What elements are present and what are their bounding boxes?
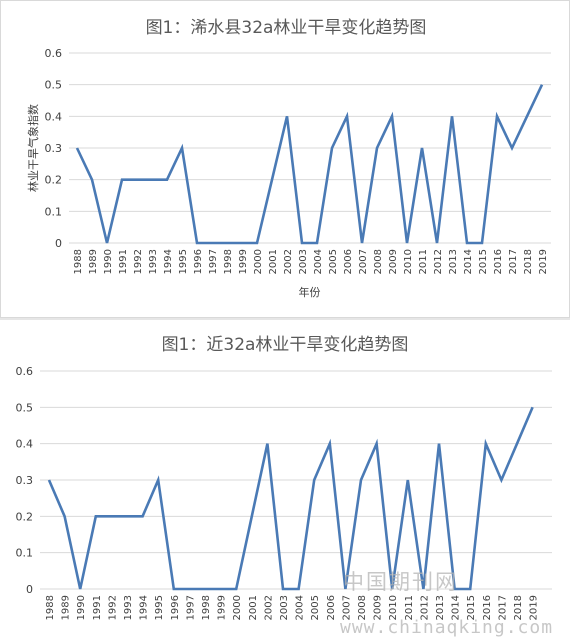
x-tick-label: 2011 (418, 249, 429, 274)
y-tick-label: 0.3 (45, 142, 63, 155)
x-tick-label: 1997 (208, 249, 219, 274)
x-tick-label: 2016 (493, 249, 504, 274)
x-tick-label: 1992 (133, 249, 144, 274)
x-axis-title: 年份 (299, 285, 321, 299)
x-tick-label: 2013 (448, 249, 459, 274)
y-tick-label: 0.6 (45, 47, 63, 60)
x-tick-label: 1990 (103, 249, 114, 274)
x-tick-label: 1995 (178, 249, 189, 274)
x-tick-label: 2015 (466, 595, 477, 620)
x-tick-label: 1988 (73, 249, 84, 274)
x-tick-label: 2008 (357, 595, 368, 620)
y-tick-label: 0.6 (16, 365, 34, 378)
x-tick-label: 2015 (478, 249, 489, 274)
y-tick-label: 0 (26, 583, 33, 596)
x-tick-label: 2010 (388, 595, 399, 620)
x-tick-label: 1999 (238, 249, 249, 274)
x-tick-label: 2017 (497, 595, 508, 620)
x-tick-label: 2019 (529, 595, 540, 620)
x-tick-label: 2003 (279, 595, 290, 620)
x-tick-label: 2019 (538, 249, 549, 274)
x-tick-label: 2005 (328, 249, 339, 274)
y-tick-label: 0.5 (45, 79, 63, 92)
x-tick-label: 2014 (463, 249, 474, 274)
x-tick-label: 2003 (298, 249, 309, 274)
x-tick-label: 2006 (326, 595, 337, 620)
x-tick-label: 1989 (61, 595, 72, 620)
x-tick-label: 2007 (358, 249, 369, 274)
x-tick-label: 1994 (139, 595, 150, 620)
x-tick-label: 1993 (148, 249, 159, 274)
x-tick-label: 2000 (232, 595, 243, 620)
x-tick-label: 2000 (253, 249, 264, 274)
x-tick-label: 2011 (404, 595, 415, 620)
x-tick-label: 2013 (435, 595, 446, 620)
chart-title: 图1：浠水县32a林业干旱变化趋势图 (145, 18, 427, 38)
x-tick-label: 1998 (201, 595, 212, 620)
x-tick-label: 1990 (76, 595, 87, 620)
y-tick-label: 0.4 (45, 110, 63, 123)
chart-panel-top: 图1：浠水县32a林业干旱变化趋势图 0 0.1 0.2 0.3 0.4 0.5 0.6 19… (0, 0, 570, 318)
x-tick-label: 2002 (263, 595, 274, 620)
x-tick-label: 2009 (373, 595, 384, 620)
x-tick-label: 2001 (248, 595, 259, 620)
x-tick-label: 1991 (92, 595, 103, 620)
x-tick-label: 2007 (341, 595, 352, 620)
x-tick-label: 2001 (268, 249, 279, 274)
x-tick-label: 2014 (451, 595, 462, 620)
x-tick-label: 2005 (310, 595, 321, 620)
x-tick-label: 2017 (508, 249, 519, 274)
panel-divider (0, 318, 570, 320)
x-tick-label: 2009 (388, 249, 399, 274)
x-tick-label: 2008 (373, 249, 384, 274)
y-tick-label: 0.5 (16, 401, 34, 414)
x-tick-label: 1998 (223, 249, 234, 274)
y-tick-label: 0.2 (45, 174, 63, 187)
x-tick-label: 1994 (163, 249, 174, 274)
x-tick-label: 1996 (170, 595, 181, 620)
line-chart-bottom: 0 0.1 0.2 0.3 0.4 0.5 0.6 1988 1989 1990 1991 1992 1… (16, 365, 552, 620)
x-tick-label: 1988 (45, 595, 56, 620)
x-tick-label: 1996 (193, 249, 204, 274)
x-tick-label: 2004 (295, 595, 306, 620)
y-tick-label: 0.4 (16, 438, 34, 451)
series-line (47, 406, 534, 591)
x-tick-label: 1997 (185, 595, 196, 620)
x-tick-label: 1995 (154, 595, 165, 620)
x-tick-label: 2010 (403, 249, 414, 274)
x-tick-label: 2018 (513, 595, 524, 620)
x-tick-label: 1989 (88, 249, 99, 274)
chart-title: 图1：近32a林业干旱变化趋势图 (161, 335, 409, 355)
x-tick-label: 2004 (313, 249, 324, 274)
x-tick-label: 2012 (419, 595, 430, 620)
x-tick-label: 1999 (217, 595, 228, 620)
x-tick-label: 2018 (523, 249, 534, 274)
y-tick-label: 0 (55, 237, 62, 250)
x-tick-label: 1992 (107, 595, 118, 620)
y-tick-label: 0.2 (16, 510, 34, 523)
x-tick-label: 2012 (433, 249, 444, 274)
series-line (75, 84, 544, 245)
y-tick-label: 0.1 (45, 205, 63, 218)
y-tick-label: 0.1 (16, 547, 34, 560)
x-tick-label: 1993 (123, 595, 134, 620)
x-tick-label: 2002 (283, 249, 294, 274)
x-tick-label: 2016 (482, 595, 493, 620)
y-tick-label: 0.3 (16, 474, 34, 487)
x-tick-label: 2006 (343, 249, 354, 274)
x-tick-label: 1991 (118, 249, 129, 274)
line-chart-top: 0 0.1 0.2 0.3 0.4 0.5 0.6 1988 1989 1990 1991 1992 1… (26, 47, 551, 299)
y-axis-title: 林业干旱气象指数 (26, 104, 40, 192)
chart-panel-bottom: 图1：近32a林业干旱变化趋势图 0 0.1 0.2 0.3 0.4 0.5 0.6 1988… (0, 320, 570, 638)
